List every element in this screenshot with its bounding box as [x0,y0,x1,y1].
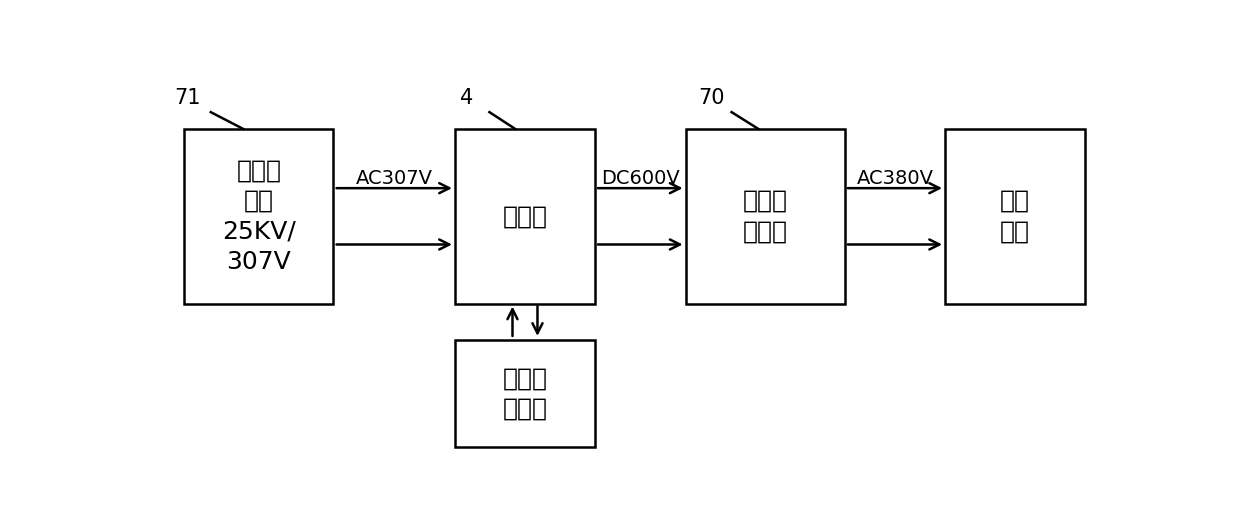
Text: AC380V: AC380V [857,169,934,188]
Bar [686,129,844,304]
Text: 71: 71 [174,88,201,108]
Text: DC600V: DC600V [601,169,680,188]
Text: 70: 70 [698,88,724,108]
Text: 客车逆
变装置: 客车逆 变装置 [743,189,787,244]
Text: 客车
负载: 客车 负载 [1001,189,1030,244]
Text: 列供管
理单元: 列供管 理单元 [502,367,548,421]
Text: AC307V: AC307V [356,169,433,188]
Bar [945,129,1085,304]
Bar [455,129,595,304]
Text: 列供柜: 列供柜 [502,204,548,228]
Bar [455,340,595,447]
Text: 列车变
压器
25KV/
307V: 列车变 压器 25KV/ 307V [222,158,295,274]
Text: 4: 4 [460,88,472,108]
Bar [185,129,334,304]
